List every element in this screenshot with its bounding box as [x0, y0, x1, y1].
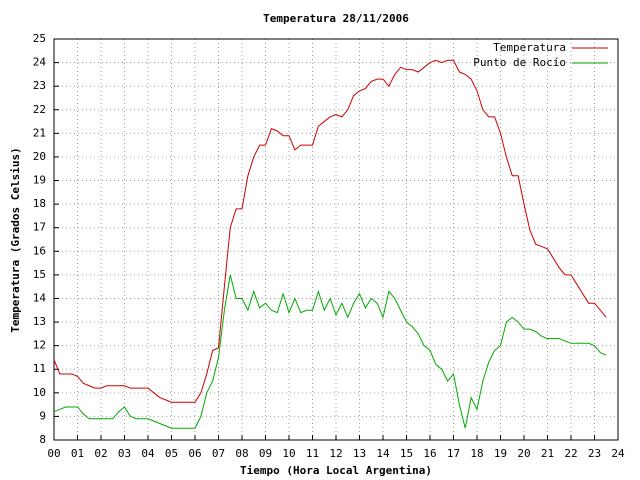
x-tick-label: 02: [94, 447, 107, 460]
x-tick-label: 07: [212, 447, 225, 460]
y-tick-label: 21: [33, 126, 46, 139]
data-line: [53, 274, 607, 429]
y-tick-label: 14: [33, 291, 47, 304]
x-tick-label: 05: [165, 447, 178, 460]
y-tick-label: 10: [33, 386, 46, 399]
y-tick-label: 24: [33, 56, 47, 69]
data-line: [53, 59, 607, 403]
x-tick-label: 01: [71, 447, 84, 460]
x-tick-label: 12: [329, 447, 342, 460]
x-tick-label: 22: [564, 447, 577, 460]
y-tick-label: 13: [33, 315, 46, 328]
legend-label: Punto de Rocío: [473, 56, 566, 69]
x-tick-label: 18: [470, 447, 483, 460]
x-tick-label: 13: [353, 447, 366, 460]
y-tick-label: 25: [33, 32, 46, 45]
x-tick-label: 24: [611, 447, 625, 460]
y-tick-label: 8: [39, 433, 46, 446]
x-tick-label: 15: [400, 447, 413, 460]
y-tick-label: 18: [33, 197, 46, 210]
y-tick-label: 19: [33, 174, 46, 187]
x-tick-label: 10: [282, 447, 295, 460]
legend-label: Temperatura: [493, 41, 566, 54]
x-tick-label: 08: [235, 447, 248, 460]
x-tick-label: 20: [517, 447, 530, 460]
y-tick-label: 12: [33, 339, 46, 352]
x-tick-label: 11: [306, 447, 319, 460]
chart-title: Temperatura 28/11/2006: [263, 12, 409, 25]
x-tick-label: 04: [141, 447, 155, 460]
y-axis-title: Temperatura (Grados Celsius): [9, 147, 22, 332]
x-tick-label: 03: [118, 447, 131, 460]
y-tick-label: 15: [33, 268, 46, 281]
y-tick-label: 16: [33, 244, 46, 257]
plot-frame: [53, 38, 619, 441]
y-tick-label: 20: [33, 150, 46, 163]
x-tick-label: 21: [541, 447, 554, 460]
x-tick-label: 00: [47, 447, 60, 460]
y-tick-label: 9: [39, 409, 46, 422]
y-tick-label: 17: [33, 221, 46, 234]
x-tick-label: 16: [423, 447, 436, 460]
x-tick-label: 23: [588, 447, 601, 460]
x-tick-label: 17: [447, 447, 460, 460]
x-tick-label: 19: [494, 447, 507, 460]
x-axis-title: Tiempo (Hora Local Argentina): [240, 464, 432, 477]
x-tick-label: 14: [376, 447, 390, 460]
y-tick-label: 11: [33, 362, 46, 375]
x-tick-label: 09: [259, 447, 272, 460]
y-tick-label: 23: [33, 79, 46, 92]
y-tick-label: 22: [33, 103, 46, 116]
x-tick-label: 06: [188, 447, 201, 460]
